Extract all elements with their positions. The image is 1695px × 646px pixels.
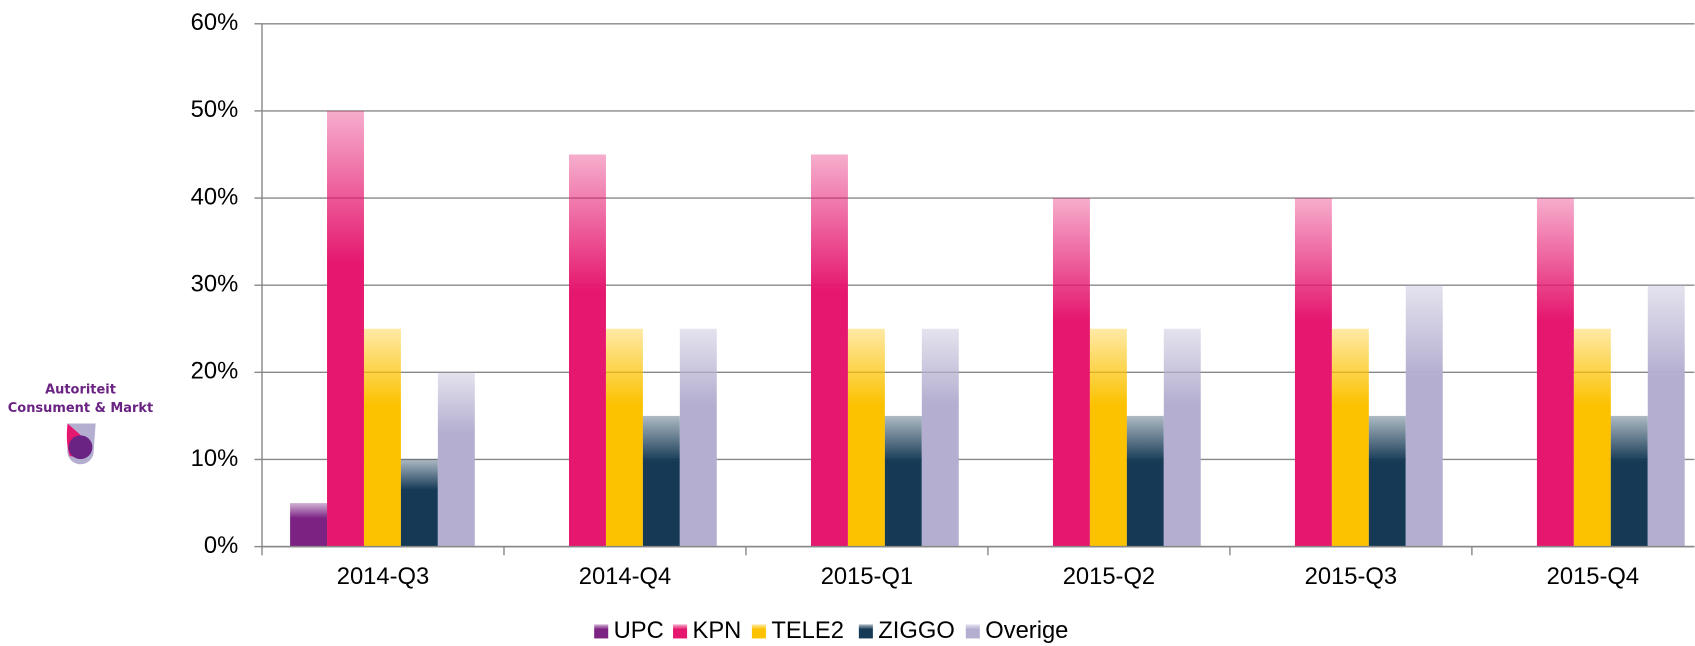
- bar: [1573, 328, 1611, 547]
- legend-swatch: [858, 624, 873, 639]
- legend-label: TELE2: [771, 617, 844, 644]
- bar: [642, 415, 680, 547]
- legend-swatch: [751, 624, 766, 639]
- logo-line1: Autoriteit: [45, 382, 116, 397]
- bar: [847, 328, 885, 547]
- bar: [1647, 285, 1685, 547]
- bar: [1052, 198, 1090, 547]
- bar: [569, 154, 606, 547]
- legend-swatch: [673, 624, 688, 639]
- y-tick-label: 10%: [191, 445, 239, 472]
- legend-swatch: [594, 624, 609, 639]
- bar: [679, 328, 717, 547]
- x-tick-label: 2015-Q4: [1547, 563, 1639, 590]
- y-tick-label: 40%: [191, 183, 239, 210]
- bar: [884, 415, 922, 547]
- bar: [810, 154, 848, 547]
- x-tick-label: 2014-Q4: [579, 563, 671, 590]
- bar: [363, 328, 401, 547]
- bar: [1126, 415, 1164, 547]
- bar: [921, 328, 959, 547]
- bar: [327, 110, 364, 547]
- y-tick-label: 50%: [191, 96, 239, 123]
- bar: [1610, 415, 1648, 547]
- y-tick-label: 30%: [191, 270, 239, 297]
- x-tick-label: 2015-Q2: [1063, 563, 1155, 590]
- bar: [1405, 285, 1443, 547]
- bar: [400, 459, 438, 547]
- y-tick-label: 0%: [204, 532, 238, 559]
- logo-icon: [68, 435, 93, 460]
- bar: [1536, 198, 1574, 547]
- y-tick-label: 20%: [191, 358, 239, 385]
- x-tick-label: 2015-Q1: [821, 563, 913, 590]
- legend-label: KPN: [692, 617, 741, 644]
- bar: [1331, 328, 1369, 547]
- bar: [1089, 328, 1127, 547]
- legend-swatch: [965, 624, 980, 639]
- bar: [1294, 198, 1332, 547]
- bar: [290, 503, 328, 547]
- y-tick-label: 60%: [191, 9, 239, 36]
- logo: Autoriteit Consument & Markt: [8, 382, 153, 465]
- legend-label: UPC: [614, 617, 664, 644]
- bar: [1368, 415, 1406, 547]
- bar: [437, 372, 475, 547]
- logo-line2: Consument & Markt: [8, 401, 153, 416]
- bar: [1163, 328, 1201, 547]
- bar: [605, 328, 643, 547]
- legend-label: ZIGGO: [878, 617, 955, 644]
- x-tick-label: 2014-Q3: [337, 563, 429, 590]
- x-tick-label: 2015-Q3: [1305, 563, 1397, 590]
- legend-label: Overige: [985, 617, 1068, 644]
